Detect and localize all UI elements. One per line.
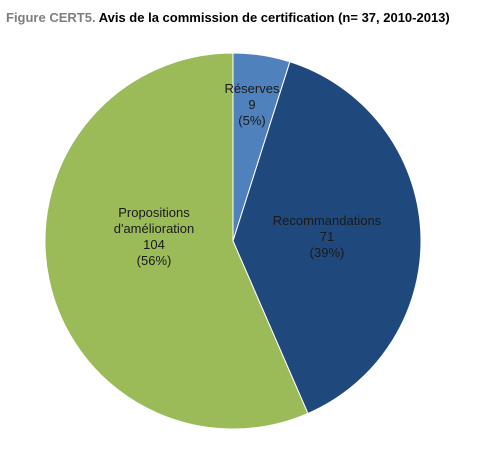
pie-slice-propositions (44, 52, 309, 430)
pie-slices (44, 52, 422, 430)
figure-number: Figure CERT5. (6, 10, 96, 25)
slice-label-reserves: Réserves 9 (5%) (225, 81, 280, 128)
chart-title: Figure CERT5. Avis de la commission de c… (6, 10, 496, 25)
slice-label-propositions: Propositions d'amélioration 104 (56%) (114, 205, 195, 268)
figure-title: Avis de la commission de certification (… (98, 10, 450, 25)
slice-label-recommandations: Recommandations 71 (39%) (273, 213, 382, 260)
pie-labels: Réserves 9 (5%) Recommandations 71 (39%) Propo… (114, 81, 382, 268)
pie-slice-recommandations (232, 61, 422, 415)
